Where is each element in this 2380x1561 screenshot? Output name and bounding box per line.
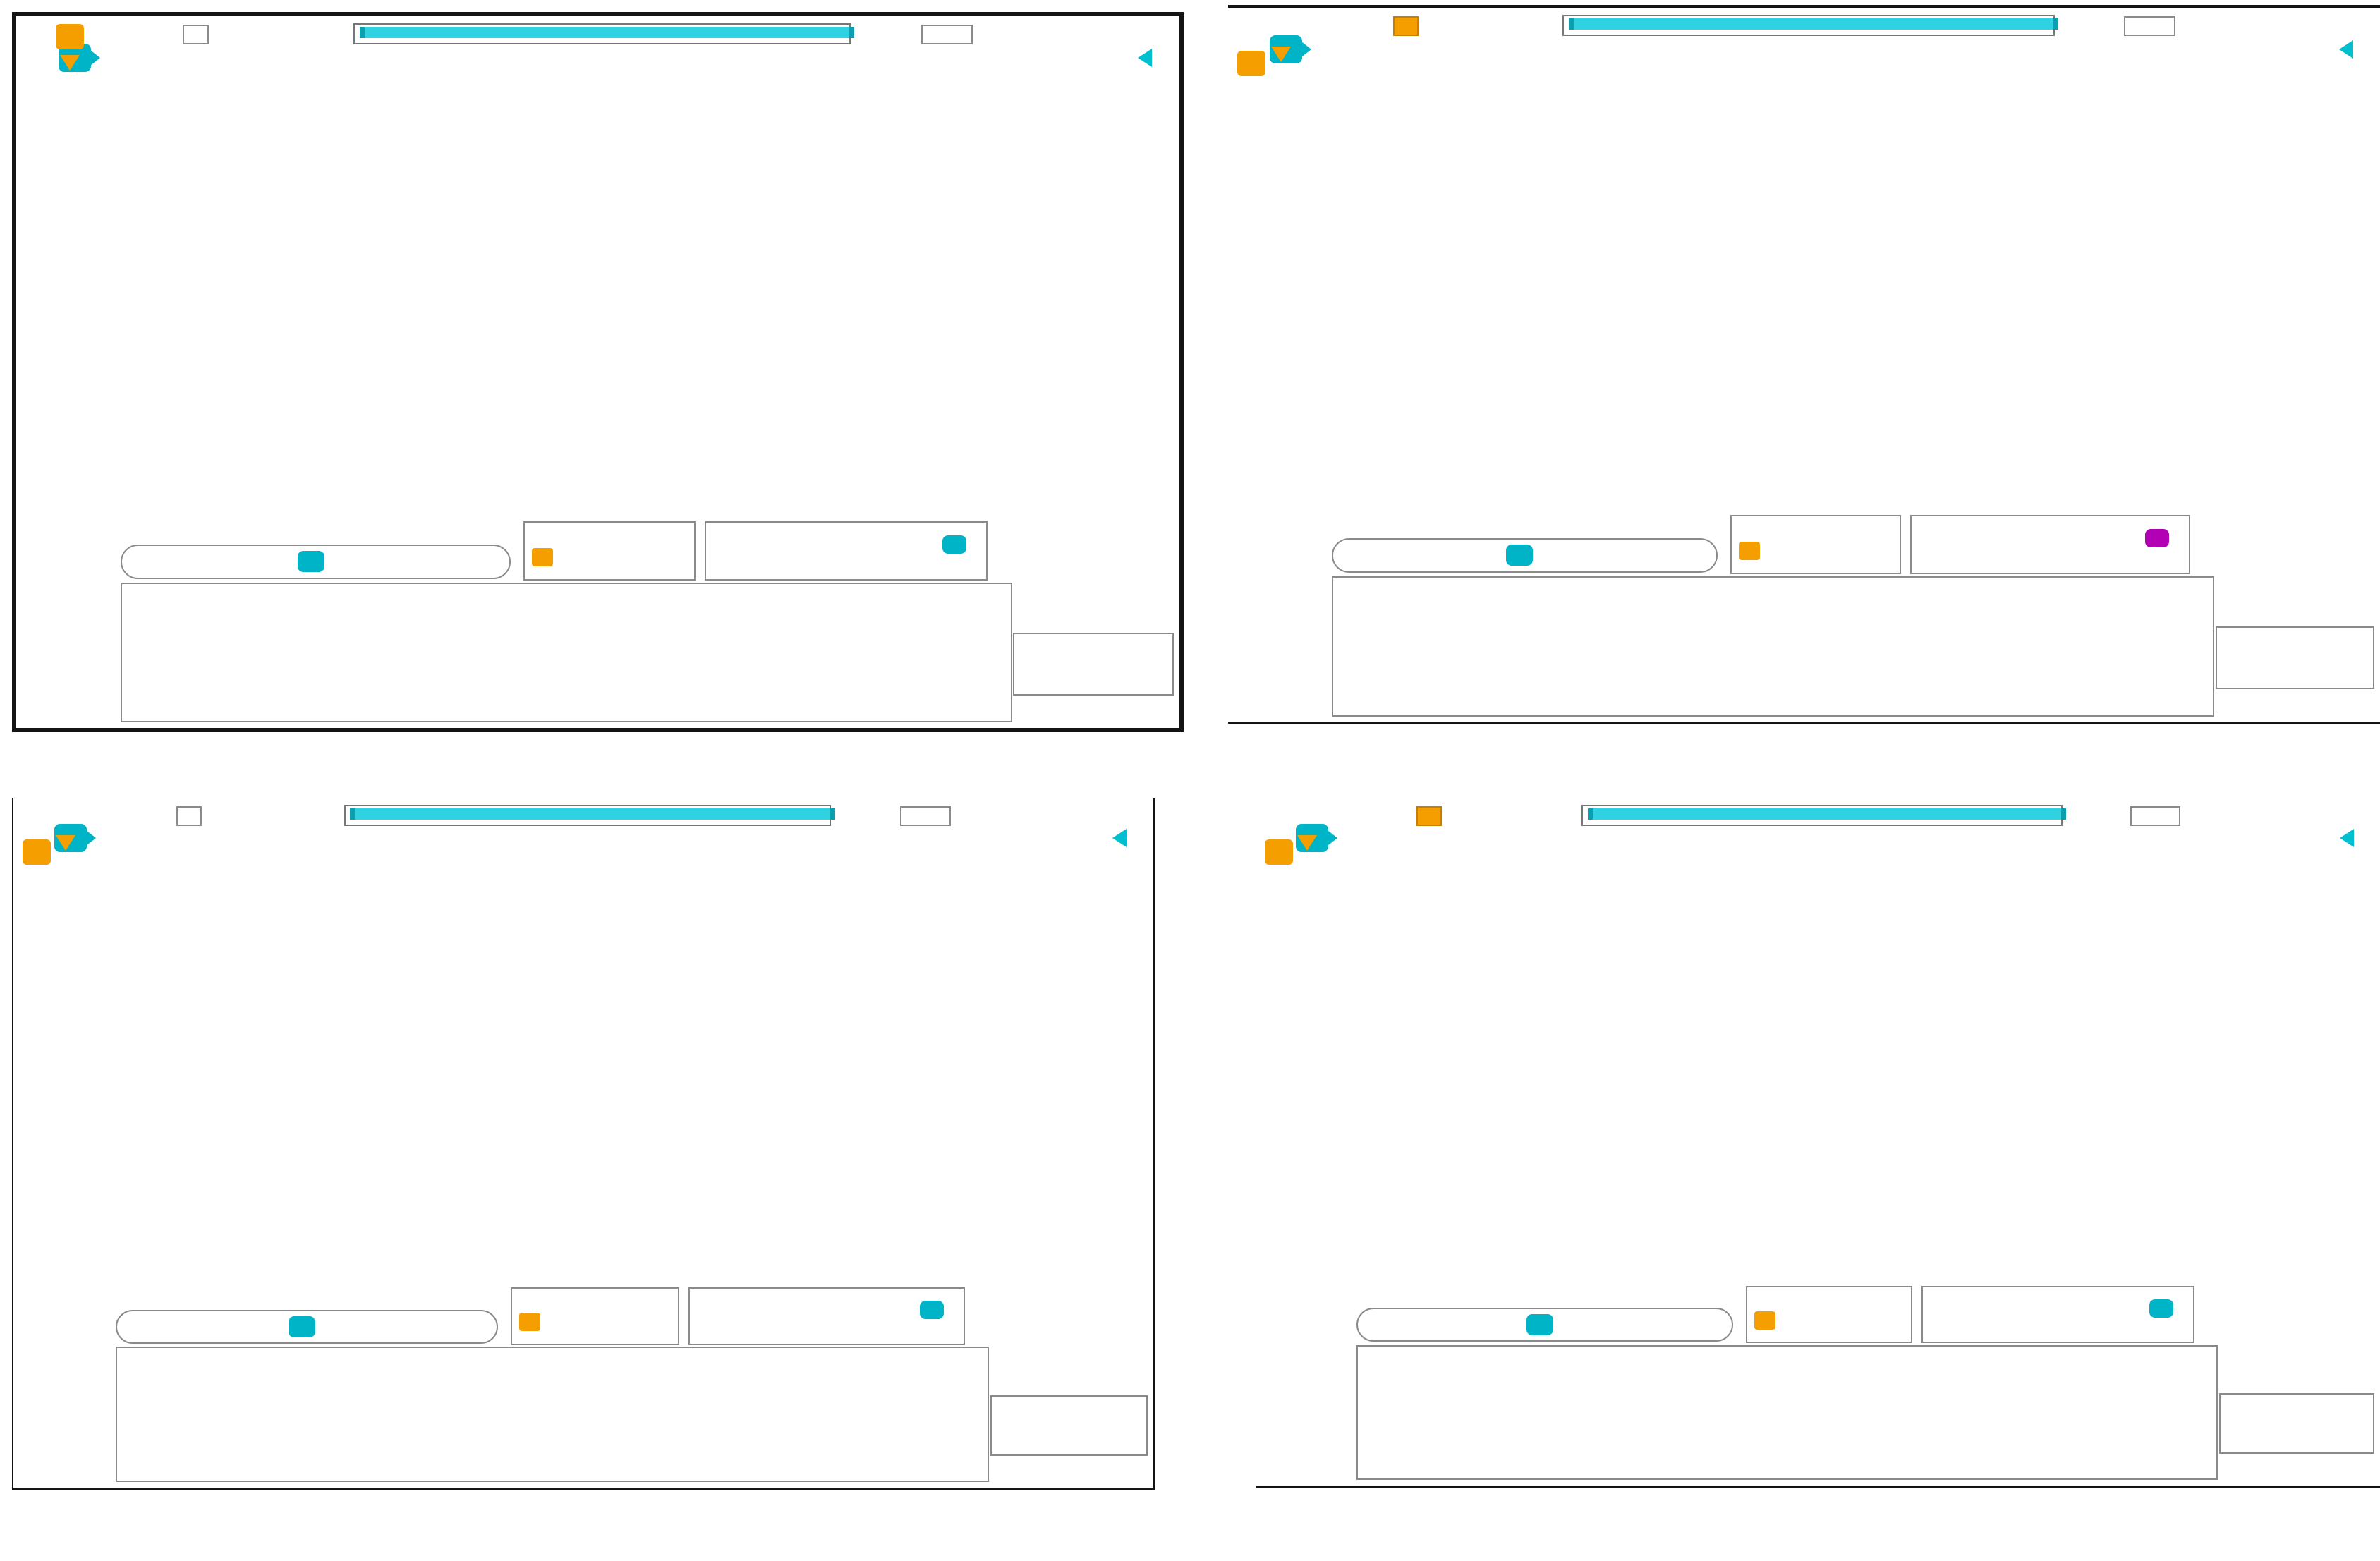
measurement-table: [121, 583, 1012, 722]
trigger-level-arrow-icon[interactable]: [1138, 48, 1153, 67]
trigger-channel-badge: [2149, 1299, 2173, 1318]
trigger-channel-badge: [942, 535, 966, 554]
trigger-t-icon: [531, 548, 553, 567]
menu-box: [1416, 806, 1442, 826]
trigger-position-marker-icon[interactable]: [1271, 46, 1292, 62]
measurement-table: [116, 1347, 990, 1483]
datetime-box: [2215, 626, 2374, 690]
timebase-readout: [1730, 515, 1901, 575]
annotation-overlay: [1281, 49, 2350, 555]
trigger-source-readout: [2144, 529, 2180, 548]
trigger-level-arrow-icon[interactable]: [1112, 828, 1127, 847]
channel2-badge: [289, 1316, 316, 1337]
waveform-display: [54, 823, 1127, 1327]
annotation-overlay: [70, 58, 1149, 561]
trigger-position-marker-icon[interactable]: [56, 834, 76, 851]
record-window[interactable]: [350, 808, 835, 820]
timebase-readout: [1745, 1286, 1912, 1344]
trigger-flag[interactable]: [1237, 50, 1266, 76]
trigger-flag[interactable]: [1264, 839, 1293, 865]
trigger-source-readout: [942, 535, 978, 554]
record-window[interactable]: [1568, 18, 2058, 30]
record-window[interactable]: [1588, 808, 2066, 820]
trigger-delay-readout: [518, 1313, 671, 1332]
record-view-bar[interactable]: [1562, 15, 2058, 36]
oscilloscope-capture-b-left: [12, 798, 1155, 1490]
scope-header: [16, 16, 1179, 59]
trigger-level-arrow-icon[interactable]: [2338, 40, 2353, 59]
waveform-canvas: [66, 837, 1124, 1327]
oscilloscope-capture-b-right: [1256, 798, 2380, 1488]
acquisition-readout: [688, 1287, 966, 1345]
waveform-display: [55, 23, 1153, 561]
datetime-box: [2219, 1393, 2375, 1454]
measurement-table: [1356, 1345, 2218, 1481]
trigger-delay-readout: [1754, 1311, 1904, 1330]
vertical-scale-readout: [116, 1309, 498, 1344]
menu-box: [176, 806, 202, 826]
scope-header: [13, 798, 1153, 840]
waveform-canvas: [1307, 837, 2351, 1325]
menu-box: [1392, 16, 1419, 36]
channel2-badge: [297, 551, 324, 573]
trigger-t-icon: [1738, 542, 1760, 561]
trigger-source-readout: [920, 1301, 955, 1320]
record-view-bar[interactable]: [353, 23, 854, 44]
acquisition-readout: [705, 521, 988, 581]
oscilloscope-capture-a-right: [1228, 5, 2380, 724]
datetime-box: [1013, 632, 1174, 696]
waveform-canvas: [69, 57, 1150, 561]
record-window[interactable]: [360, 27, 854, 38]
menu-box: [2130, 806, 2181, 826]
record-view-bar[interactable]: [1581, 805, 2066, 826]
trigger-position-marker-icon[interactable]: [59, 54, 80, 71]
trigger-level-arrow-icon[interactable]: [2339, 828, 2354, 847]
vertical-scale-readout: [1356, 1308, 1734, 1342]
record-view-bar[interactable]: [344, 805, 835, 826]
timebase-readout: [523, 521, 696, 581]
trigger-delay-readout: [1738, 542, 1893, 561]
menu-box: [182, 25, 209, 44]
scope-header: [1256, 798, 2380, 840]
timebase-readout: [510, 1287, 679, 1345]
vertical-scale-readout: [121, 544, 511, 580]
channel2-badge: [1526, 1314, 1554, 1336]
trigger-source-readout: [2149, 1299, 2185, 1318]
trigger-position-marker-icon[interactable]: [1297, 834, 1318, 851]
waveform-display: [1270, 35, 2353, 555]
menu-box: [900, 806, 952, 826]
trigger-flag[interactable]: [22, 839, 51, 865]
waveform-canvas: [1281, 49, 2350, 555]
menu-box: [921, 25, 973, 44]
oscilloscope-capture-a-left: [12, 12, 1184, 732]
trigger-channel-badge: [920, 1301, 945, 1320]
trigger-t-icon: [518, 1313, 540, 1332]
trigger-flag[interactable]: [55, 23, 84, 49]
trigger-delay-readout: [531, 548, 687, 567]
acquisition-readout: [1921, 1286, 2194, 1344]
vertical-scale-readout: [1331, 537, 1718, 573]
measurement-table: [1331, 576, 2214, 717]
annotation-overlay: [66, 838, 1124, 1326]
scope-header: [1228, 8, 2380, 50]
annotation-overlay: [1307, 838, 2350, 1325]
trigger-channel-badge: [2144, 529, 2169, 548]
datetime-box: [990, 1395, 1148, 1456]
acquisition-readout: [1910, 515, 2190, 575]
channel2-badge: [1506, 545, 1534, 566]
menu-box: [2124, 16, 2176, 36]
waveform-display: [1296, 823, 2354, 1325]
trigger-t-icon: [1754, 1311, 1775, 1330]
